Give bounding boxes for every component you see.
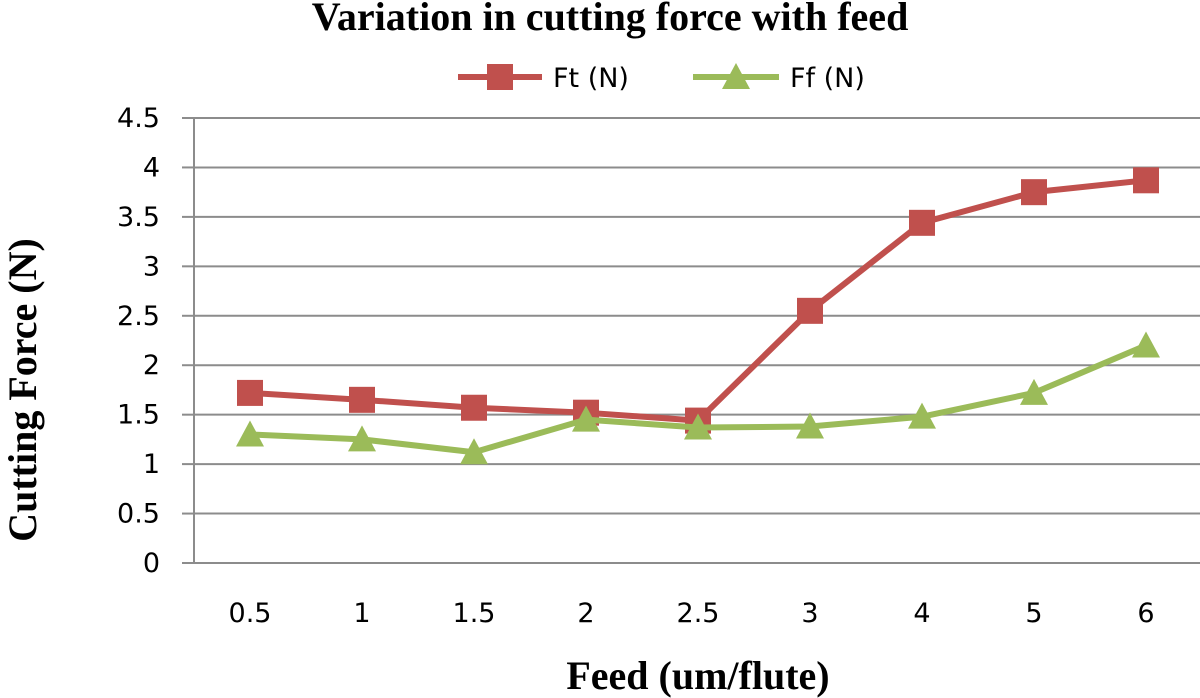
y-tick-label: 2.5 [117, 301, 160, 332]
legend-item: Ft (N) [458, 63, 629, 94]
data-point [460, 438, 488, 465]
legend-item: Ff (N) [693, 63, 865, 94]
data-point [461, 394, 487, 421]
x-tick-label: 1.5 [453, 598, 496, 629]
data-point [1021, 179, 1047, 206]
y-tick-label: 3.5 [117, 202, 160, 233]
gridlines [182, 117, 1200, 564]
data-point [1132, 331, 1160, 358]
data-point [909, 209, 935, 236]
data-point [572, 405, 600, 432]
x-tick-label: 3 [801, 598, 818, 629]
x-tick-label: 6 [1137, 598, 1154, 629]
y-axis-title: Cutting Force (N) [0, 238, 45, 542]
data-point [797, 297, 823, 324]
y-tick-label: 1.5 [117, 400, 160, 431]
x-axis-ticks: 0.5 1 1.5 2 2.5 3 4 5 6 [229, 598, 1155, 629]
x-tick-label: 5 [1025, 598, 1042, 629]
x-axis-title: Feed (um/flute) [566, 653, 829, 698]
legend: Ft (N) Ff (N) [458, 63, 865, 94]
data-point [908, 402, 936, 429]
y-tick-label: 0 [143, 548, 160, 579]
x-tick-label: 0.5 [229, 598, 272, 629]
x-tick-label: 1 [353, 598, 370, 629]
y-tick-label: 4.5 [117, 103, 160, 134]
data-point [349, 386, 375, 413]
data-point [1133, 167, 1159, 194]
legend-label: Ff (N) [790, 63, 865, 94]
y-axis-ticks: 0 0.5 1 1.5 2 2.5 3 3.5 4 4.5 [117, 103, 194, 579]
x-tick-label: 2 [577, 598, 594, 629]
y-tick-label: 2 [143, 350, 160, 381]
y-tick-label: 4 [143, 152, 160, 183]
y-tick-label: 3 [143, 251, 160, 282]
y-tick-label: 0.5 [117, 499, 160, 530]
chart-title: Variation in cutting force with feed [312, 0, 909, 39]
legend-label: Ft (N) [553, 63, 629, 94]
series-group [236, 167, 1160, 465]
data-point [796, 412, 824, 439]
data-point [236, 420, 264, 447]
y-tick-label: 1 [143, 449, 160, 480]
data-point [1020, 378, 1048, 405]
data-point [684, 413, 712, 440]
series-ff [236, 331, 1160, 465]
legend-marker [722, 63, 750, 89]
x-tick-label: 2.5 [677, 598, 720, 629]
legend-marker [487, 64, 513, 90]
data-point [237, 379, 263, 406]
x-tick-label: 4 [913, 598, 930, 629]
data-point [348, 425, 376, 452]
